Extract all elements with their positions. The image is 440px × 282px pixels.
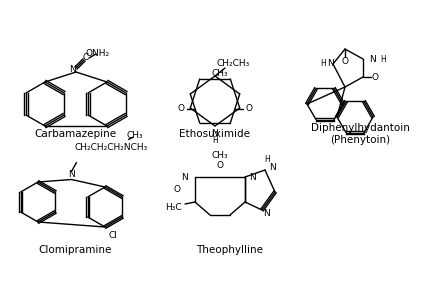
Text: N: N: [270, 164, 276, 173]
Text: O: O: [341, 56, 348, 65]
Text: O: O: [173, 185, 180, 194]
Text: H: H: [264, 155, 270, 164]
Text: Theophylline: Theophylline: [197, 245, 264, 255]
Text: H: H: [212, 136, 218, 145]
Text: N: N: [69, 65, 75, 74]
Text: H: H: [320, 60, 326, 69]
Text: Cl: Cl: [109, 230, 117, 239]
Text: Carbamazepine: Carbamazepine: [34, 129, 116, 139]
Text: H₃C: H₃C: [165, 202, 181, 212]
Text: Diphenylhydantoin
(Phenytoin): Diphenylhydantoin (Phenytoin): [311, 123, 410, 145]
Text: N: N: [263, 210, 269, 219]
Text: N: N: [370, 54, 376, 63]
Text: CH₂CH₂CH₂NCH₃: CH₂CH₂CH₂NCH₃: [75, 143, 148, 152]
Text: CH₃: CH₃: [212, 151, 228, 160]
Text: N: N: [249, 173, 257, 182]
Text: N: N: [212, 129, 218, 138]
Text: Ethosuximide: Ethosuximide: [180, 129, 250, 139]
Text: Clomipramine: Clomipramine: [38, 245, 112, 255]
Text: CH₃: CH₃: [212, 69, 228, 78]
Text: C: C: [83, 54, 89, 63]
Text: H: H: [380, 54, 386, 63]
Text: N: N: [182, 173, 188, 182]
Text: N: N: [68, 170, 75, 179]
Text: ONH₂: ONH₂: [86, 50, 110, 58]
Text: O: O: [216, 160, 224, 169]
Text: N: N: [328, 60, 334, 69]
Text: O: O: [246, 104, 253, 113]
Text: O: O: [177, 104, 184, 113]
Text: O: O: [371, 72, 378, 81]
Text: CH₃: CH₃: [126, 131, 143, 140]
Text: CH₂CH₃: CH₂CH₃: [216, 60, 249, 69]
